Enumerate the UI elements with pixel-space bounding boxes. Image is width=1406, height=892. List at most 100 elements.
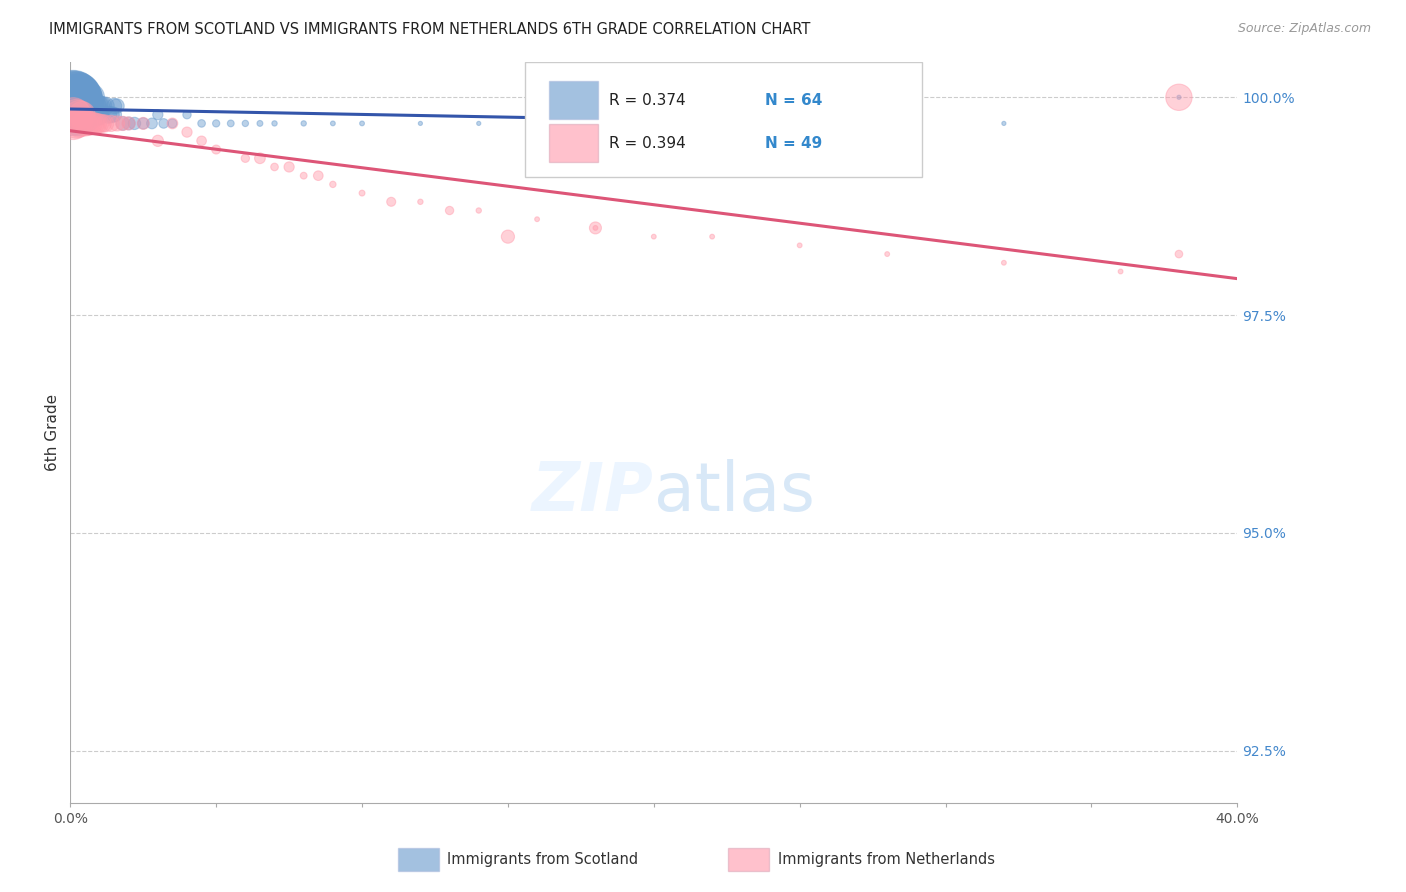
Point bbox=[100, 116, 122, 130]
Point bbox=[105, 99, 128, 113]
Text: N = 49: N = 49 bbox=[765, 136, 823, 152]
Text: atlas: atlas bbox=[654, 458, 814, 524]
Text: Source: ZipAtlas.com: Source: ZipAtlas.com bbox=[1237, 22, 1371, 36]
FancyBboxPatch shape bbox=[548, 81, 598, 120]
Point bbox=[124, 116, 146, 130]
Point bbox=[62, 90, 84, 104]
Point bbox=[263, 160, 285, 174]
Point bbox=[643, 116, 665, 130]
Point bbox=[993, 116, 1015, 130]
Point bbox=[94, 116, 117, 130]
Text: ZIP: ZIP bbox=[531, 458, 654, 524]
Point bbox=[67, 90, 90, 104]
Point bbox=[65, 90, 87, 104]
Text: N = 64: N = 64 bbox=[765, 94, 823, 109]
Point bbox=[65, 108, 87, 122]
Point bbox=[468, 203, 491, 218]
Point bbox=[73, 116, 96, 130]
Point bbox=[162, 116, 184, 130]
Point bbox=[205, 116, 228, 130]
Point bbox=[409, 194, 432, 209]
Point bbox=[111, 116, 134, 130]
Point bbox=[263, 116, 285, 130]
Point bbox=[585, 221, 607, 235]
Point bbox=[146, 108, 169, 122]
Point bbox=[118, 116, 141, 130]
Point bbox=[219, 116, 242, 130]
Point bbox=[65, 116, 87, 130]
Point bbox=[83, 99, 105, 113]
Point bbox=[152, 116, 174, 130]
Point bbox=[132, 116, 155, 130]
Point bbox=[103, 108, 125, 122]
Point bbox=[67, 116, 90, 130]
Point bbox=[205, 143, 228, 157]
Point bbox=[111, 116, 134, 130]
Point bbox=[789, 116, 811, 130]
Point bbox=[468, 116, 491, 130]
Point bbox=[409, 116, 432, 130]
Point bbox=[76, 90, 98, 104]
Point bbox=[190, 134, 212, 148]
Point bbox=[103, 99, 125, 113]
Point bbox=[307, 169, 329, 183]
Point bbox=[439, 203, 461, 218]
Point bbox=[83, 116, 105, 130]
Point bbox=[993, 256, 1015, 270]
Point bbox=[91, 99, 114, 113]
Text: R = 0.374: R = 0.374 bbox=[609, 94, 686, 109]
Point bbox=[235, 151, 257, 165]
Point bbox=[67, 90, 90, 104]
Point bbox=[62, 90, 84, 104]
Point bbox=[67, 108, 90, 122]
Point bbox=[643, 229, 665, 244]
Point bbox=[322, 116, 344, 130]
FancyBboxPatch shape bbox=[526, 62, 922, 178]
Point bbox=[70, 90, 93, 104]
Point bbox=[97, 108, 120, 122]
Point bbox=[249, 116, 271, 130]
Point bbox=[322, 178, 344, 192]
Point bbox=[73, 99, 96, 113]
Text: Immigrants from Scotland: Immigrants from Scotland bbox=[447, 853, 638, 867]
Point bbox=[100, 108, 122, 122]
Point bbox=[83, 99, 105, 113]
Point bbox=[65, 90, 87, 104]
Point bbox=[496, 229, 519, 244]
Text: Immigrants from Netherlands: Immigrants from Netherlands bbox=[778, 853, 994, 867]
Point bbox=[67, 99, 90, 113]
Point bbox=[278, 160, 301, 174]
Point bbox=[67, 108, 90, 122]
Point bbox=[86, 116, 108, 130]
Point bbox=[876, 247, 898, 261]
Point bbox=[526, 212, 548, 227]
Point bbox=[69, 90, 91, 104]
Point bbox=[73, 90, 96, 104]
Point bbox=[526, 116, 548, 130]
Point bbox=[80, 90, 103, 104]
Point bbox=[73, 99, 96, 113]
Point bbox=[190, 116, 212, 130]
Point bbox=[89, 116, 111, 130]
Point bbox=[292, 169, 315, 183]
Point bbox=[249, 151, 271, 165]
Point bbox=[235, 116, 257, 130]
Point bbox=[585, 221, 607, 235]
Text: R = 0.394: R = 0.394 bbox=[609, 136, 686, 152]
Point bbox=[70, 90, 93, 104]
Point bbox=[63, 90, 86, 104]
Point bbox=[80, 116, 103, 130]
Point bbox=[94, 99, 117, 113]
Point bbox=[70, 99, 93, 113]
Point bbox=[70, 108, 93, 122]
Point bbox=[585, 116, 607, 130]
Point bbox=[89, 108, 111, 122]
Point bbox=[80, 99, 103, 113]
Point bbox=[1168, 247, 1191, 261]
Point bbox=[118, 116, 141, 130]
Point bbox=[66, 90, 89, 104]
Point bbox=[146, 134, 169, 148]
Point bbox=[65, 99, 87, 113]
Point bbox=[789, 238, 811, 252]
Text: IMMIGRANTS FROM SCOTLAND VS IMMIGRANTS FROM NETHERLANDS 6TH GRADE CORRELATION CH: IMMIGRANTS FROM SCOTLAND VS IMMIGRANTS F… bbox=[49, 22, 811, 37]
